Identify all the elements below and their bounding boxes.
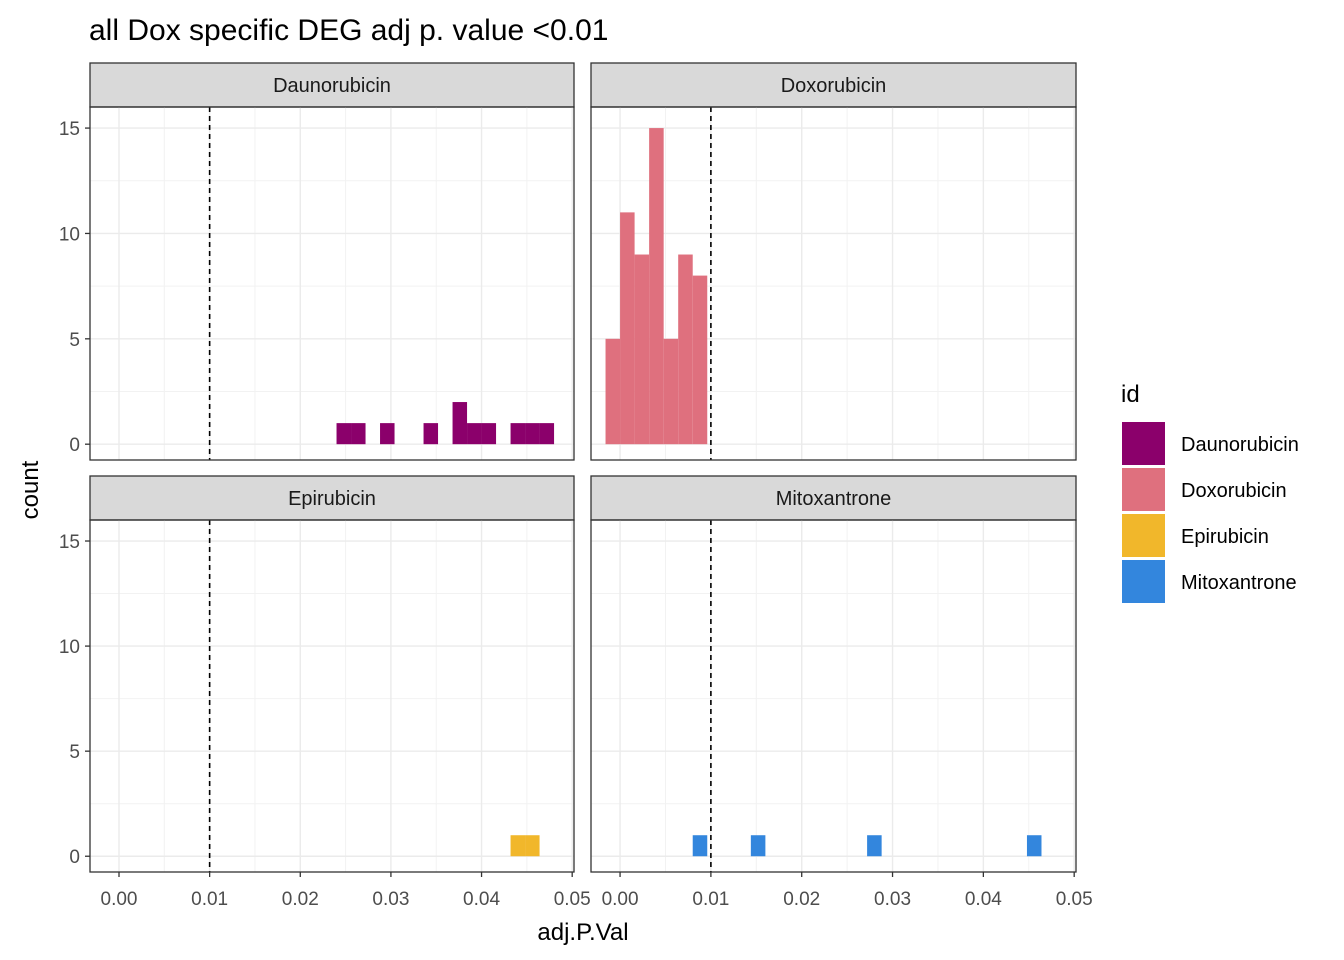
facet-panels: Daunorubicin 0 5 10 15 Doxorubicin Epirubicin 0… bbox=[59, 62, 1093, 910]
y-tick-label: 5 bbox=[69, 330, 80, 351]
histogram-bar bbox=[867, 835, 882, 857]
y-tick-label: 5 bbox=[69, 742, 80, 763]
facet-strip bbox=[89, 475, 575, 521]
y-tick-label: 15 bbox=[59, 532, 80, 553]
chart-title: all Dox specific DEG adj p. value <0.01 bbox=[89, 14, 608, 47]
panel-border bbox=[89, 106, 575, 461]
facet-strip bbox=[590, 62, 1077, 108]
histogram-bar bbox=[525, 423, 540, 445]
x-axis-title: adj.P.Val bbox=[537, 919, 628, 946]
histogram-bar bbox=[351, 423, 366, 445]
x-tick-label: 0.01 bbox=[191, 889, 228, 910]
facet-panel-daunorubicin: Daunorubicin 0 5 10 15 bbox=[59, 62, 575, 461]
histogram-bar bbox=[467, 423, 482, 445]
y-tick-label: 0 bbox=[69, 435, 80, 456]
x-tick-label: 0.05 bbox=[1056, 889, 1093, 910]
legend: id Daunorubicin Doxorubicin Epirubicin Mito… bbox=[1121, 381, 1299, 603]
histogram-bar bbox=[634, 254, 650, 445]
facet-strip bbox=[89, 62, 575, 108]
x-tick-label: 0.03 bbox=[874, 889, 911, 910]
legend-title: id bbox=[1121, 381, 1140, 408]
x-tick-label: 0.00 bbox=[101, 889, 138, 910]
histogram-bar bbox=[510, 423, 526, 445]
legend-label: Mitoxantrone bbox=[1181, 572, 1297, 594]
y-axis-title: count bbox=[17, 460, 44, 519]
histogram-bar bbox=[525, 835, 540, 857]
facet-strip-label: Doxorubicin bbox=[781, 75, 887, 97]
histogram-bar bbox=[620, 212, 635, 445]
x-tick-label: 0.01 bbox=[692, 889, 729, 910]
histogram-bar bbox=[692, 835, 708, 857]
histogram-bar bbox=[380, 423, 395, 445]
y-tick-label: 10 bbox=[59, 637, 80, 658]
facet-strip-label: Daunorubicin bbox=[273, 75, 391, 97]
facet-panel-doxorubicin: Doxorubicin bbox=[590, 62, 1077, 461]
histogram-bar bbox=[750, 835, 766, 857]
histogram-bar bbox=[510, 835, 526, 857]
histogram-bar bbox=[336, 423, 352, 445]
panel-border bbox=[590, 106, 1077, 461]
histogram-bar bbox=[605, 338, 621, 445]
histogram-bar bbox=[678, 254, 693, 445]
histogram-bar bbox=[539, 423, 555, 445]
x-tick-label: 0.03 bbox=[372, 889, 409, 910]
x-tick-label: 0.04 bbox=[965, 889, 1002, 910]
panel-border bbox=[89, 519, 575, 873]
histogram-bar bbox=[423, 423, 439, 445]
histogram-bar bbox=[649, 128, 664, 445]
facet-strip-label: Epirubicin bbox=[288, 488, 376, 510]
legend-key-daunorubicin bbox=[1122, 422, 1165, 465]
y-tick-label: 0 bbox=[69, 847, 80, 868]
legend-key-doxorubicin bbox=[1122, 468, 1165, 511]
legend-key-mitoxantrone bbox=[1122, 560, 1165, 603]
legend-key-epirubicin bbox=[1122, 514, 1165, 557]
facet-strip-label: Mitoxantrone bbox=[776, 488, 892, 510]
y-tick-label: 10 bbox=[59, 224, 80, 245]
histogram-bar bbox=[481, 423, 497, 445]
histogram-bar bbox=[692, 275, 708, 445]
facet-panel-epirubicin: Epirubicin 0 5 10 15 0.00 0.01 0.02 0.03 0.04 0.05 bbox=[59, 475, 591, 910]
legend-label: Daunorubicin bbox=[1181, 434, 1299, 456]
facet-strip bbox=[590, 475, 1077, 521]
panel-border bbox=[590, 519, 1077, 873]
x-tick-label: 0.00 bbox=[602, 889, 639, 910]
legend-label: Epirubicin bbox=[1181, 526, 1269, 548]
y-tick-label: 15 bbox=[59, 119, 80, 140]
histogram-bar bbox=[663, 338, 679, 445]
x-tick-label: 0.04 bbox=[463, 889, 500, 910]
x-tick-label: 0.02 bbox=[282, 889, 319, 910]
x-tick-label: 0.02 bbox=[783, 889, 820, 910]
x-tick-label: 0.05 bbox=[554, 889, 591, 910]
histogram-bar bbox=[1026, 835, 1042, 857]
facet-panel-mitoxantrone: Mitoxantrone 0.00 0.01 0.02 0.03 0.04 0.05 bbox=[590, 475, 1093, 910]
legend-label: Doxorubicin bbox=[1181, 480, 1287, 502]
histogram-bar bbox=[452, 402, 468, 445]
